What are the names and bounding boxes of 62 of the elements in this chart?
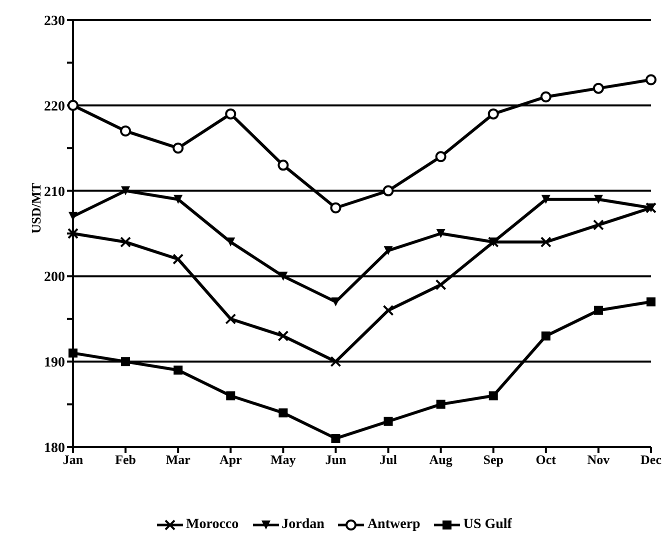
point [488,108,499,120]
point [435,279,446,290]
point [384,246,393,256]
point [594,194,603,204]
point [436,229,446,238]
x-tick-label: Apr [219,452,242,468]
x-tick-label: Jul [380,452,398,468]
point [121,357,130,366]
x-tick-label: Jun [325,452,347,468]
point [646,297,656,306]
point [120,126,132,137]
point [278,272,288,281]
point [226,391,236,400]
x-tick-label: Nov [587,452,610,468]
x-tick-label: Mar [166,452,191,468]
x-tick-label: Sep [483,452,504,468]
point [382,304,394,316]
x-tick-label: Feb [115,452,136,468]
point [121,186,130,196]
point [174,194,183,204]
point [68,348,78,358]
point [592,219,604,230]
point [174,366,183,375]
point [436,400,446,409]
y-tick-label: 230 [44,14,65,29]
y-tick-label: 220 [44,99,65,114]
x-tick-label: May [270,452,296,468]
point [384,416,393,426]
point [330,202,342,214]
point [646,74,656,86]
point [278,160,289,171]
point [540,91,552,102]
point [541,331,550,340]
point [172,254,184,265]
point [540,236,552,248]
x-tick-label: Dec [640,452,662,468]
y-tick-label: 180 [44,440,65,456]
point [382,185,394,196]
x-tick-label: Aug [429,452,453,468]
x-tick-label: Oct [536,452,557,468]
point [541,194,550,204]
point [278,408,288,418]
y-tick-label: 190 [44,356,65,371]
x-tick-label: Jan [62,452,84,468]
legend-label: Jordan [282,517,324,533]
point [331,434,340,443]
point [278,330,289,342]
point [592,82,604,94]
y-tick-label: 200 [44,270,65,286]
point [435,151,446,162]
legend-label: Morocco [186,517,239,533]
point [120,236,132,248]
y-tick-label: 210 [44,184,65,200]
point [172,142,184,154]
y-axis-title: USD/MT [28,182,44,234]
point [594,306,603,315]
legend-label: Antwerp [367,517,420,533]
point [488,391,498,400]
legend-label: US Gulf [463,517,512,533]
point [225,313,236,324]
point [225,108,236,120]
point [330,356,342,368]
